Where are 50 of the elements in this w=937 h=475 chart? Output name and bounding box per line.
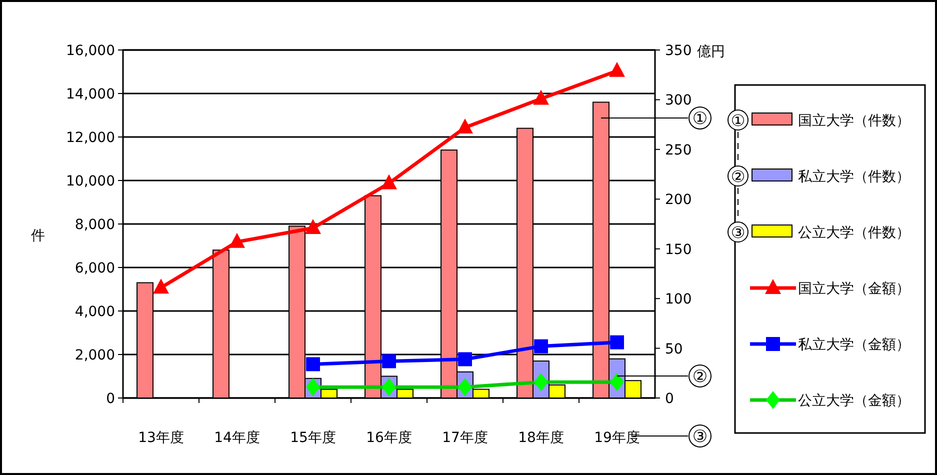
y2-tick-label: 300	[665, 92, 692, 109]
y-tick-label: 14,000	[66, 86, 115, 102]
legend-label: 国立大学（件数）	[798, 113, 910, 129]
point	[306, 357, 320, 372]
y-tick-label: 16,000	[66, 43, 115, 59]
point	[229, 232, 245, 248]
y2-tick-label: 50	[665, 341, 683, 358]
x-tick-label: 13年度	[138, 430, 184, 446]
point	[382, 354, 396, 368]
point	[610, 335, 624, 350]
text: ①	[730, 111, 746, 130]
legend-label: 公立大学（金額）	[798, 393, 910, 409]
y-tick-label: 12,000	[66, 130, 115, 146]
text: ①	[692, 109, 708, 129]
text: ③	[692, 427, 708, 447]
y-tick-label: 4,000	[74, 304, 115, 320]
text: ②	[730, 167, 746, 186]
text: ③	[730, 223, 746, 242]
y2-tick-label: 200	[665, 192, 692, 208]
legend-label: 国立大学（金額）	[798, 281, 910, 297]
x-tick-label: 14年度	[214, 430, 260, 446]
y-tick-label: 10,000	[66, 174, 115, 190]
y-tick-label: 8,000	[74, 217, 115, 233]
y2-tick-label: 250	[665, 142, 692, 158]
text: ②	[692, 367, 708, 387]
y-tick-label: 0	[106, 391, 115, 407]
x-tick-label: 15年度	[290, 430, 336, 446]
x-tick-label: 18年度	[518, 430, 564, 446]
y2-tick-label: 350	[665, 43, 692, 59]
point	[609, 62, 625, 77]
y2-axis-title: 億円	[697, 44, 725, 60]
y2-tick-label: 0	[665, 391, 674, 407]
point	[458, 352, 472, 366]
legend-label: 公立大学（件数）	[798, 225, 910, 241]
x-tick-label: 16年度	[366, 430, 412, 446]
point	[153, 278, 169, 294]
x-tick-label: 17年度	[442, 430, 488, 446]
x-tick-label: 19年度	[594, 430, 640, 446]
legend-label: 私立大学（金額）	[798, 337, 910, 353]
point	[305, 218, 321, 234]
legend-label: 私立大学（件数）	[798, 169, 910, 185]
y-tick-label: 6,000	[74, 260, 115, 276]
y-tick-label: 2,000	[74, 348, 115, 364]
y-axis-title: 件	[31, 228, 45, 244]
y2-tick-label: 150	[665, 242, 692, 258]
y2-tick-label: 100	[665, 292, 692, 308]
point	[381, 174, 397, 190]
point	[533, 90, 549, 105]
point	[457, 118, 473, 134]
point	[534, 339, 548, 354]
